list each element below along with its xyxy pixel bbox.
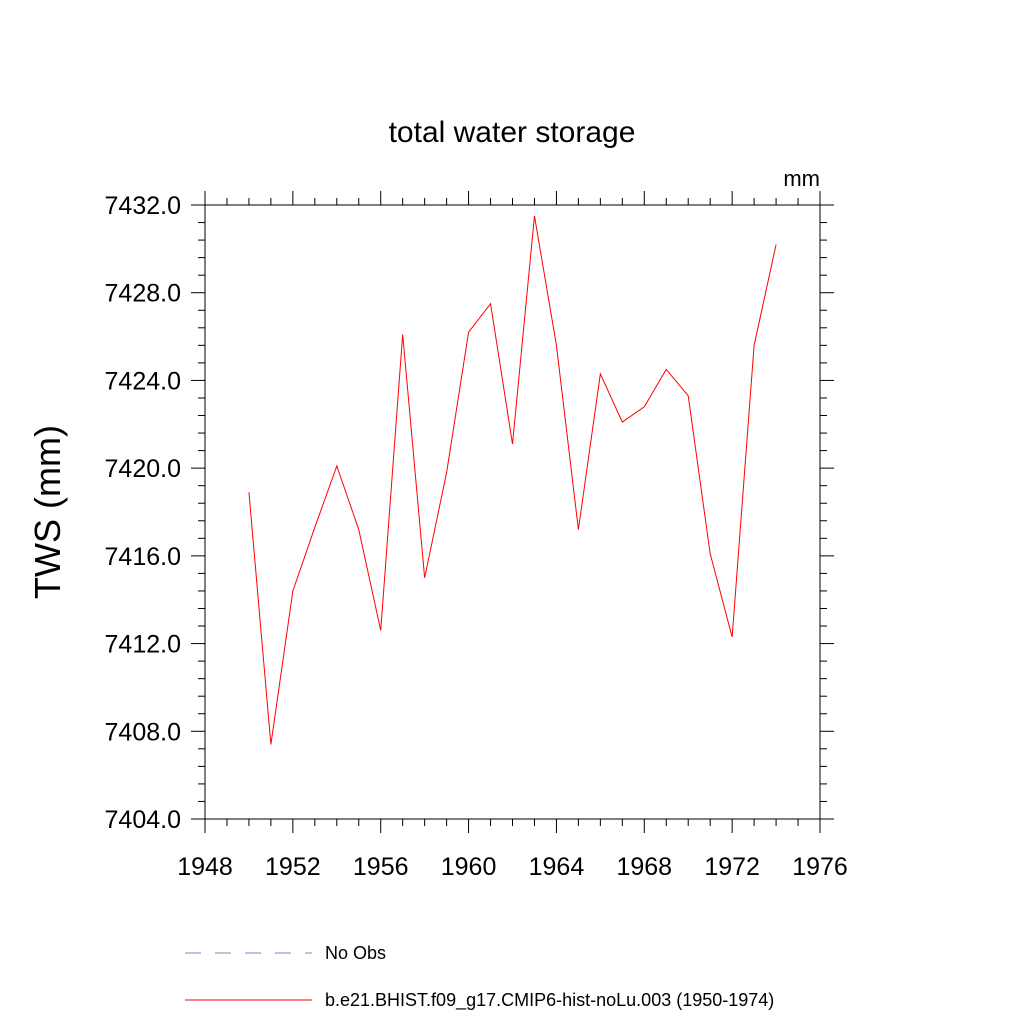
y-tick-labels: 7404.0 7408.0 7412.0 7416.0 7420.0 7424.0 7428…	[105, 192, 181, 834]
x-tick-labels: 1948 1952 1956 1960 1964 1968 1972 1976	[177, 853, 848, 881]
legend-label: b.e21.BHIST.f09_g17.CMIP6-hist-noLu.003 …	[325, 990, 774, 1011]
y-tick-label: 7420.0	[105, 455, 181, 483]
x-tick-label: 1952	[265, 853, 321, 881]
legend: No Obs b.e21.BHIST.f09_g17.CMIP6-hist-noL…	[185, 943, 774, 1011]
x-tick-label: 1956	[353, 853, 409, 881]
legend-label: No Obs	[325, 943, 386, 963]
y-tick-label: 7404.0	[105, 806, 181, 834]
axis-ticks	[191, 191, 834, 833]
x-tick-label: 1964	[529, 853, 585, 881]
y-tick-label: 7428.0	[105, 280, 181, 308]
chart-title: total water storage	[389, 116, 636, 149]
y-axis-title: TWS (mm)	[27, 425, 68, 599]
plot-frame	[204, 204, 821, 820]
series-lines	[248, 215, 777, 745]
x-tick-label: 1972	[704, 853, 760, 881]
y-tick-label: 7424.0	[105, 367, 181, 395]
x-tick-label: 1948	[177, 853, 233, 881]
units-label: mm	[783, 166, 820, 191]
y-tick-label: 7432.0	[105, 192, 181, 220]
series-line	[248, 215, 777, 745]
y-tick-label: 7408.0	[105, 718, 181, 746]
y-tick-label: 7412.0	[105, 631, 181, 659]
y-tick-label: 7416.0	[105, 543, 181, 571]
x-tick-label: 1960	[441, 853, 497, 881]
x-tick-label: 1968	[616, 853, 672, 881]
x-tick-label: 1976	[792, 853, 848, 881]
